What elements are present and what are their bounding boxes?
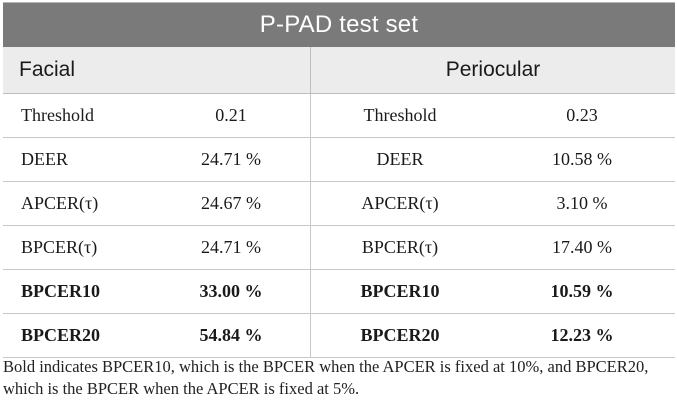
header-facial: Facial xyxy=(3,47,311,93)
table-footnote: Bold indicates BPCER10, which is the BPC… xyxy=(3,357,649,398)
periocular-metric: Threshold xyxy=(363,105,437,125)
periocular-value: 3.10 % xyxy=(556,193,608,213)
facial-value: 54.84 % xyxy=(152,314,311,357)
periocular-metric: DEER xyxy=(376,149,424,169)
results-table: P-PAD test set Facial Periocular Thresho… xyxy=(3,2,675,358)
facial-metric: BPCER(τ) xyxy=(21,237,98,257)
table-header: Facial Periocular xyxy=(3,47,675,94)
facial-value: 0.21 xyxy=(152,94,311,137)
facial-metric: Threshold xyxy=(21,105,94,125)
periocular-value: 17.40 % xyxy=(552,237,612,257)
table-row: BPCER20 54.84 % BPCER20 12.23 % xyxy=(3,314,675,358)
header-periocular: Periocular xyxy=(445,58,541,81)
table-row: APCER(τ) 24.67 % APCER(τ) 3.10 % xyxy=(3,182,675,226)
facial-metric: BPCER20 xyxy=(21,325,101,345)
periocular-metric: APCER(τ) xyxy=(361,193,439,213)
periocular-value: 10.58 % xyxy=(552,149,612,169)
periocular-metric: BPCER(τ) xyxy=(361,237,439,257)
table-row: BPCER(τ) 24.71 % BPCER(τ) 17.40 % xyxy=(3,226,675,270)
periocular-metric: BPCER10 xyxy=(360,281,440,301)
periocular-value: 10.59 % xyxy=(550,281,614,301)
table-title: P-PAD test set xyxy=(3,3,675,47)
table-row: DEER 24.71 % DEER 10.58 % xyxy=(3,138,675,182)
facial-value: 33.00 % xyxy=(152,270,311,313)
facial-metric: BPCER10 xyxy=(21,281,101,301)
facial-value: 24.71 % xyxy=(152,226,311,269)
facial-value: 24.67 % xyxy=(152,182,311,225)
facial-metric: APCER(τ) xyxy=(21,193,99,213)
table-row: Threshold 0.21 Threshold 0.23 xyxy=(3,94,675,138)
table-row: BPCER10 33.00 % BPCER10 10.59 % xyxy=(3,270,675,314)
periocular-value: 12.23 % xyxy=(550,325,614,345)
periocular-value: 0.23 xyxy=(566,105,598,125)
facial-metric: DEER xyxy=(21,149,68,169)
periocular-metric: BPCER20 xyxy=(360,325,440,345)
facial-value: 24.71 % xyxy=(152,138,311,181)
